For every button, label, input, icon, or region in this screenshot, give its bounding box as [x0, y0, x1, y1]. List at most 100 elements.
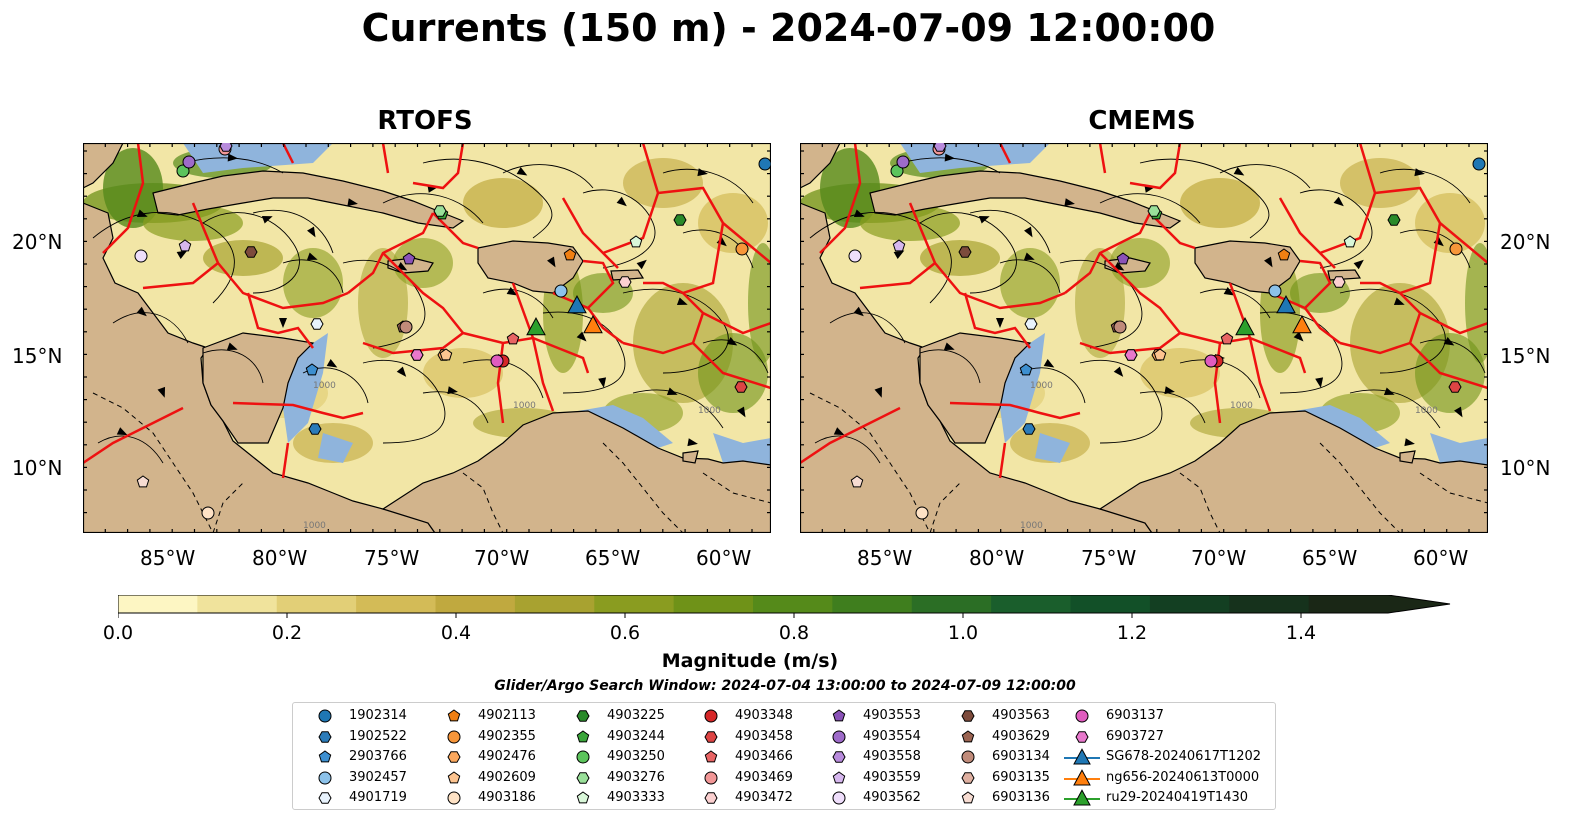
legend-label: 4903563 — [992, 708, 1050, 723]
colorbar-segment — [118, 595, 198, 613]
colorbar-tick-1: 0.2 — [271, 622, 303, 644]
legend-label: 4903250 — [607, 749, 665, 764]
legend-circle-icon — [447, 791, 461, 805]
legend-hexagon-icon — [576, 710, 590, 722]
marker-4903559 — [178, 239, 192, 252]
streamlines — [809, 157, 1486, 464]
legend-label: 4903333 — [607, 790, 665, 805]
lon-label-70w-left: 70°W — [474, 546, 530, 570]
legend-label: 4902355 — [478, 728, 536, 744]
lat-label-10n-left: 10°N — [12, 456, 63, 480]
lat-label-20n-right: 20°N — [1500, 230, 1551, 254]
legend-triangle-icon — [1073, 789, 1091, 806]
legend-label: 1902522 — [349, 728, 407, 744]
legend-triangle-icon — [1073, 748, 1091, 765]
colorbar-tick-4: 0.8 — [778, 622, 810, 644]
legend-marker-icon — [576, 771, 590, 784]
lon-label-60w-left: 60°W — [696, 546, 752, 570]
marker-4903563 — [958, 246, 972, 258]
marker-4903472 — [1332, 276, 1346, 288]
lon-label-85w-right: 85°W — [857, 546, 913, 570]
legend-marker-icon — [704, 792, 718, 804]
marker-3902457 — [554, 284, 568, 298]
legend-marker-icon — [447, 770, 461, 783]
marker-6903137 — [1204, 354, 1218, 368]
legend-hexagon-icon — [704, 730, 718, 743]
legend-label: 4903276 — [607, 769, 665, 785]
legend-pentagon-icon — [318, 750, 332, 763]
marker-4903333 — [1343, 235, 1357, 248]
marker-4903250 — [890, 164, 904, 178]
legend-label: 6903134 — [992, 749, 1050, 764]
colorbar-segment — [594, 595, 675, 613]
marker-4903250 — [176, 164, 190, 178]
legend-label: 4903469 — [735, 769, 793, 785]
marker-6903727 — [1124, 349, 1138, 361]
legend-marker-icon — [961, 791, 975, 804]
legend-label: 6903727 — [1106, 728, 1164, 744]
marker-4902355 — [1449, 242, 1463, 256]
marker-4903276 — [1147, 205, 1161, 217]
legend-pentagon-icon — [447, 770, 461, 783]
legend-label: 4903629 — [992, 728, 1050, 744]
legend-label: 6903137 — [1106, 708, 1164, 723]
marker-4903554 — [182, 155, 196, 169]
colorbar-tick-5: 1.0 — [947, 622, 979, 644]
country-borders — [809, 392, 1488, 533]
country-borders — [92, 392, 771, 533]
marker-4903554 — [896, 155, 910, 169]
land-areas — [83, 143, 771, 533]
legend-marker-icon — [576, 750, 590, 764]
lat-label-15n-left: 15°N — [12, 344, 63, 368]
legend-marker-icon — [961, 750, 975, 764]
legend-pentagon-icon — [961, 729, 975, 742]
colorbar-label: Magnitude (m/s) — [661, 650, 839, 672]
marker-4903563 — [244, 246, 258, 258]
lat-label-10n-right: 10°N — [1500, 456, 1551, 480]
legend-marker-icon — [576, 791, 590, 804]
lon-label-80w-right: 80°W — [969, 546, 1025, 570]
legend-pentagon-icon — [576, 729, 590, 742]
legend-marker-icon — [832, 709, 846, 722]
colorbar-segment — [276, 595, 357, 613]
legend-marker-icon — [318, 709, 332, 723]
marker-4902113 — [1277, 248, 1291, 261]
legend-label: 4902609 — [478, 769, 536, 785]
streamlines — [92, 157, 769, 464]
legend-label: 4903559 — [863, 769, 921, 785]
rtofs-map: 1000 1000 1000 1000 — [83, 143, 771, 533]
contour-label: 1000 — [698, 406, 721, 416]
legend-label: 4902476 — [478, 749, 536, 764]
marker-ru29-20240419t1430 — [1235, 317, 1255, 336]
legend-circle-icon — [704, 771, 718, 784]
legend-marker-icon — [576, 729, 590, 742]
legend-triangle-icon — [1073, 768, 1091, 785]
colorbar-segment — [832, 595, 913, 613]
marker-4902355 — [735, 242, 749, 256]
lon-label-65w-left: 65°W — [585, 546, 641, 570]
marker-4903553 — [402, 252, 416, 265]
legend-label: SG678-20240617T1202 — [1106, 749, 1262, 764]
figure-title: Currents (150 m) - 2024-07-09 12:00:00 — [361, 6, 1216, 50]
legend: 1902314 1902522 2903766 3902457 4901719 49021… — [292, 702, 1276, 810]
marker-4902609 — [439, 348, 453, 361]
legend-hexagon-icon — [1075, 730, 1089, 743]
colorbar-segment — [673, 595, 754, 613]
colorbar — [118, 595, 1451, 618]
colorbar-segment — [435, 595, 516, 613]
contour-label: 1000 — [1415, 406, 1438, 416]
contour-label: 1000 — [1230, 401, 1253, 411]
eez-boundaries — [800, 143, 1488, 479]
legend-circle-icon — [447, 730, 461, 743]
legend-pentagon-icon — [704, 750, 718, 763]
legend-pentagon-icon — [832, 770, 846, 783]
search-window-text: Glider/Argo Search Window: 2024-07-04 13… — [494, 678, 1076, 694]
legend-label: 4901719 — [349, 790, 407, 805]
marker-4903458 — [1448, 381, 1462, 393]
contour-label: 1000 — [513, 401, 536, 411]
lon-label-80w-left: 80°W — [252, 546, 308, 570]
legend-pentagon-icon — [832, 709, 846, 722]
marker-sg678-20240617t1202 — [567, 295, 587, 314]
legend-label: 3902457 — [349, 769, 407, 785]
colorbar-segment — [753, 595, 833, 613]
